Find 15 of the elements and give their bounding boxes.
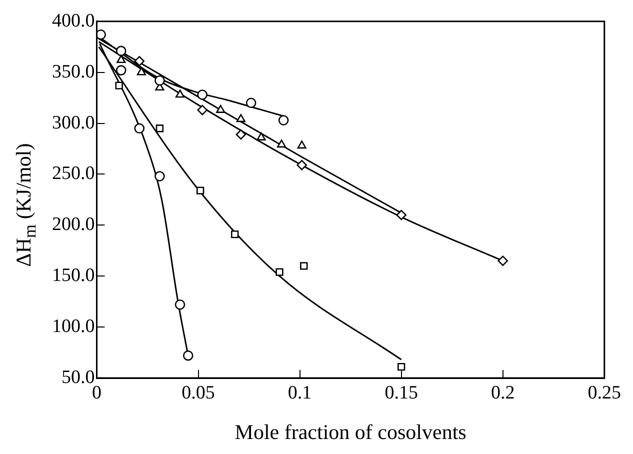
- x-tick-label: 0.15: [384, 382, 418, 404]
- y-tick-label: 400.0: [52, 10, 95, 32]
- x-tick-label: 0.05: [182, 382, 215, 404]
- x-axis-title: Mole fraction of cosolvents: [234, 420, 466, 444]
- y-tick-label: 250.0: [52, 163, 95, 184]
- x-tick-label: 0.2: [490, 382, 515, 404]
- x-tick-label: 0.25: [588, 382, 621, 404]
- y-tick-label: 200.0: [52, 214, 95, 236]
- x-tick-label: 0.1: [288, 382, 312, 404]
- y-tick-label: 350.0: [52, 61, 95, 82]
- y-tick-label: 100.0: [52, 316, 95, 338]
- y-tick-label: 150.0: [52, 265, 95, 286]
- y-tick-label: 50.0: [62, 366, 95, 388]
- x-tick-label: 0: [92, 382, 102, 404]
- y-tick-label: 300.0: [52, 112, 95, 134]
